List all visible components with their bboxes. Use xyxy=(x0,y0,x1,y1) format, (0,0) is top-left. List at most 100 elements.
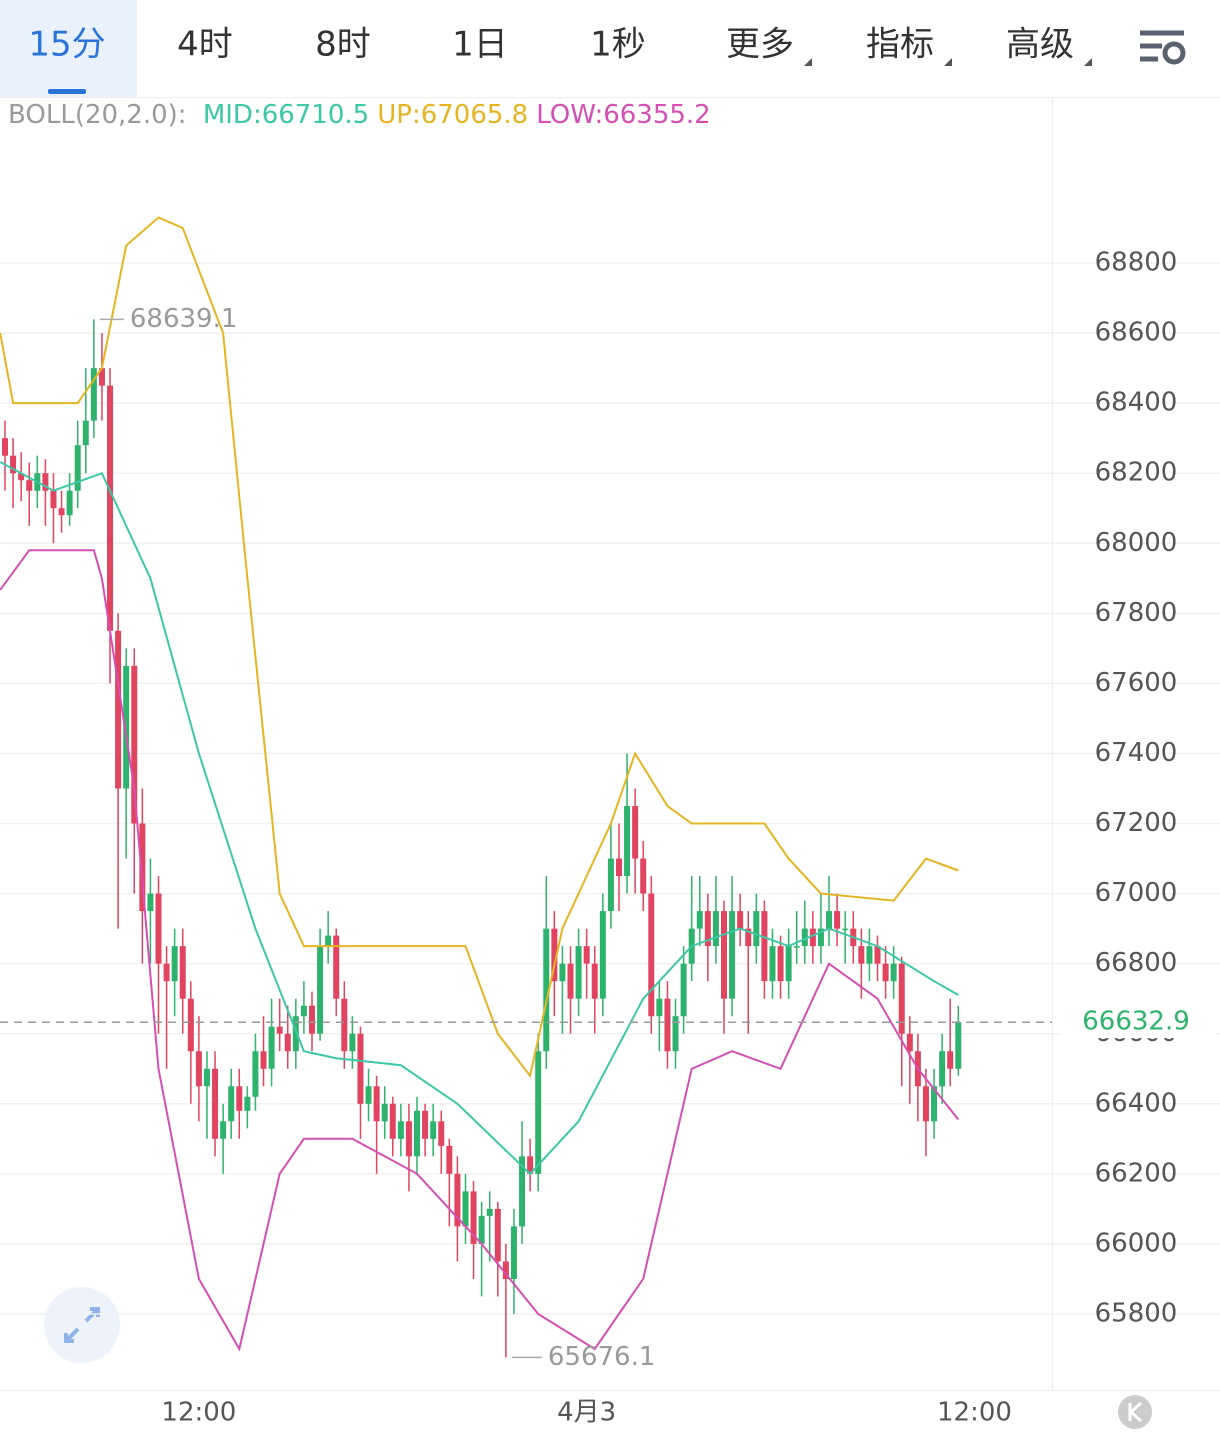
y-tick-label: 67800 xyxy=(1095,598,1178,628)
tab[interactable]: 1日 xyxy=(452,25,508,65)
candle-body xyxy=(826,911,833,929)
candle-body xyxy=(858,946,865,964)
candle-body xyxy=(139,823,146,912)
candle-body xyxy=(680,963,687,1017)
dropdown-caret xyxy=(804,58,812,66)
candle-body xyxy=(696,911,703,929)
legend-item: MID:66710.5 xyxy=(202,100,370,130)
candle-body xyxy=(422,1110,429,1139)
candle-body xyxy=(228,1086,235,1122)
candle-body xyxy=(947,1051,954,1069)
candle-body xyxy=(874,946,881,964)
dropdown-caret xyxy=(1084,58,1092,66)
candle-body xyxy=(349,1033,356,1052)
candle-body xyxy=(527,1156,534,1174)
candle-body xyxy=(58,508,65,516)
candle-body xyxy=(591,963,598,999)
candle-body xyxy=(317,946,324,1034)
candle-body xyxy=(640,858,647,894)
candle-body xyxy=(656,998,663,1017)
candle-body xyxy=(107,385,114,631)
candle-body xyxy=(446,1145,453,1174)
candle-body xyxy=(300,1005,307,1017)
expand-button[interactable] xyxy=(44,1287,120,1363)
x-tick-label: 12:00 xyxy=(161,1398,236,1428)
candle-body xyxy=(236,1086,243,1111)
candle-body xyxy=(494,1208,501,1262)
candle-body xyxy=(898,963,905,1034)
x-tick-label: 4月3 xyxy=(557,1398,616,1428)
tab[interactable]: 指标 xyxy=(866,25,934,65)
candle-body xyxy=(203,1068,210,1087)
candle-body xyxy=(397,1121,404,1139)
y-tick-label: 68800 xyxy=(1095,248,1178,278)
y-tick-label: 67000 xyxy=(1095,878,1178,908)
logo-icon xyxy=(1118,1395,1152,1429)
last-price-bg xyxy=(1060,1006,1216,1039)
candle-body xyxy=(389,1103,396,1139)
x-tick-label: 12:00 xyxy=(937,1398,1012,1428)
candle-body xyxy=(98,368,105,386)
candle-body xyxy=(90,368,97,421)
dropdown-caret xyxy=(944,58,952,66)
candle-body xyxy=(704,911,711,947)
y-tick-label: 66200 xyxy=(1095,1158,1178,1188)
candle-body xyxy=(535,1051,542,1174)
candle-body xyxy=(2,438,9,456)
active-tab-underline xyxy=(48,89,86,94)
candle-body xyxy=(624,806,631,877)
tab[interactable]: 8时 xyxy=(315,25,371,65)
tab[interactable]: 更多 xyxy=(726,25,794,65)
candle-body xyxy=(543,928,550,1052)
candle-body xyxy=(252,1051,259,1097)
candle-body xyxy=(308,1005,315,1034)
candle-body xyxy=(74,445,81,491)
candle-body xyxy=(292,1016,299,1052)
low-label: 65676.1 xyxy=(548,1342,656,1372)
candle-body xyxy=(276,1026,283,1034)
candle-body xyxy=(373,1086,380,1122)
candle-body xyxy=(866,946,873,964)
candle-body xyxy=(712,911,719,947)
candle-body xyxy=(519,1156,526,1227)
candle-body xyxy=(18,473,25,481)
y-tick-label: 67400 xyxy=(1095,738,1178,768)
band-line xyxy=(0,216,959,1079)
y-tick-label: 66400 xyxy=(1095,1088,1178,1118)
tab[interactable]: 高级 xyxy=(1006,25,1074,65)
candle-body xyxy=(470,1191,477,1244)
candle-body xyxy=(761,911,768,982)
tab[interactable]: 4时 xyxy=(177,25,233,65)
candle-body xyxy=(567,963,574,999)
candle-body xyxy=(341,998,348,1052)
tab[interactable]: 1秒 xyxy=(590,25,646,65)
candle-body xyxy=(721,911,728,999)
candle-body xyxy=(10,455,17,474)
legend-item: UP:67065.8 xyxy=(377,100,529,130)
candle-body xyxy=(632,806,639,859)
candle-body xyxy=(163,963,170,982)
candle-body xyxy=(284,1033,291,1052)
y-tick-label: 65800 xyxy=(1095,1298,1178,1328)
candle-body xyxy=(405,1121,412,1157)
settings-icon[interactable] xyxy=(1140,30,1186,65)
band-line xyxy=(0,461,959,1176)
candle-body xyxy=(922,1086,929,1122)
candle-body xyxy=(801,928,808,947)
candle-body xyxy=(753,911,760,947)
candle-body xyxy=(155,893,162,964)
candle-body xyxy=(769,946,776,982)
candle-body xyxy=(187,998,194,1052)
candle-body xyxy=(50,490,57,509)
candle-body xyxy=(42,473,49,491)
candle-body xyxy=(809,928,816,947)
tab[interactable]: 15分 xyxy=(28,25,105,65)
candle-body xyxy=(834,911,841,929)
high-label: 68639.1 xyxy=(130,304,238,334)
candle-body xyxy=(365,1086,372,1104)
y-tick-label: 66000 xyxy=(1095,1228,1178,1258)
candle-body xyxy=(793,946,800,948)
candle-body xyxy=(906,1033,913,1052)
